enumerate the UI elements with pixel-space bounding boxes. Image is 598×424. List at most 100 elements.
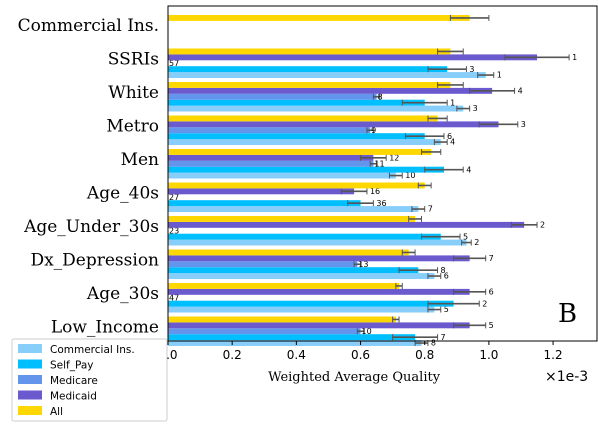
error-bar-medicaid-age-40s bbox=[340, 188, 368, 195]
category-label-age-40s: Age_40s bbox=[86, 183, 159, 203]
bar-commercial-ins-dx-depression bbox=[168, 273, 435, 279]
error-bar-medicare-white bbox=[372, 93, 381, 100]
bar-medicare-low-income bbox=[168, 328, 361, 335]
category-label-metro: Metro bbox=[106, 116, 159, 136]
legend-label-medicaid: Medicaid bbox=[50, 391, 97, 403]
error-bar-self-pay-dx-depression bbox=[398, 267, 439, 274]
error-bar-self-pay-ssris bbox=[427, 66, 467, 73]
legend: Commercial Ins. Self_Pay Medicare Medicaid A… bbox=[11, 338, 168, 422]
bar-self-pay-ssris bbox=[168, 66, 448, 73]
annotation-medicare-metro: 9 bbox=[371, 126, 376, 135]
legend-swatch-medicaid bbox=[18, 390, 42, 400]
bar-all-commercial-ins bbox=[168, 15, 470, 21]
annotation-medicaid-men: 12 bbox=[389, 154, 399, 163]
bar-all-low-income bbox=[168, 316, 396, 323]
error-bar-medicare-men bbox=[369, 160, 378, 167]
category-label-age-30s: Age_30s bbox=[86, 284, 159, 304]
category-label-dx-depression: Dx_Depression bbox=[30, 250, 159, 270]
error-bar-commercial-ins-metro bbox=[433, 139, 448, 146]
error-bar-medicaid-low-income bbox=[453, 322, 487, 329]
annotation-self-pay-low-income: 7 bbox=[441, 333, 446, 342]
legend-box bbox=[11, 338, 168, 422]
category-label-men: Men bbox=[121, 150, 159, 170]
bar-all-white bbox=[168, 82, 451, 88]
annotation-self-pay-age-30s: 2 bbox=[482, 299, 487, 308]
bar-medicare-metro bbox=[168, 127, 371, 134]
error-bar-medicare-dx-depression bbox=[353, 261, 362, 268]
annotation-medicare-white: 8 bbox=[378, 92, 383, 101]
annotation-medicaid-ssris: 1 bbox=[572, 53, 577, 62]
error-bar-all-dx-depression bbox=[401, 249, 416, 256]
bar-medicaid-age-30s bbox=[168, 288, 470, 295]
bar-all-ssris bbox=[168, 48, 451, 55]
category-label-age-under-30s: Age_Under_30s bbox=[23, 217, 159, 237]
bar-all-age-40s bbox=[168, 182, 425, 189]
error-bar-commercial-ins-age-under-30s bbox=[461, 239, 472, 246]
error-bar-medicaid-age-under-30s bbox=[510, 221, 538, 228]
annotation-medicaid-age-under-30s: 2 bbox=[540, 221, 545, 230]
bar-commercial-ins-white bbox=[168, 105, 464, 112]
bar-medicare-white bbox=[168, 93, 377, 100]
annotation-medicare-ssris: 57 bbox=[169, 59, 179, 68]
bar-self-pay-white bbox=[168, 99, 425, 106]
legend-swatch-all bbox=[18, 406, 42, 415]
annotation-medicare-age-under-30s: 23 bbox=[169, 226, 179, 235]
legend-label-self-pay: Self_Pay bbox=[50, 360, 94, 372]
error-bar-medicaid-ssris bbox=[504, 54, 570, 61]
category-label-ssris: SSRIs bbox=[108, 49, 159, 69]
bar-commercial-ins-age-30s bbox=[168, 306, 435, 313]
bar-all-metro bbox=[168, 115, 438, 122]
x-tick-label-0-4: 0.4 bbox=[287, 348, 306, 362]
plot-frame bbox=[167, 5, 598, 342]
bar-medicare-dx-depression bbox=[168, 261, 358, 268]
error-bar-commercial-ins-white bbox=[456, 105, 471, 112]
error-bar-self-pay-men bbox=[424, 166, 464, 173]
error-bar-all-men bbox=[421, 148, 442, 155]
annotation-self-pay-metro: 6 bbox=[447, 132, 452, 141]
annotation-self-pay-men: 4 bbox=[466, 165, 471, 174]
bar-commercial-ins-age-40s bbox=[168, 206, 419, 212]
bar-self-pay-low-income bbox=[168, 334, 416, 341]
error-bar-all-low-income bbox=[392, 316, 400, 323]
annotation-commercial-ins-age-30s: 5 bbox=[444, 305, 449, 314]
bar-commercial-ins-age-under-30s bbox=[168, 239, 467, 246]
legend-swatch-medicare bbox=[18, 375, 42, 384]
annotation-medicare-age-30s: 47 bbox=[169, 293, 179, 302]
error-bar-self-pay-age-30s bbox=[427, 300, 480, 307]
annotation-commercial-ins-men: 10 bbox=[405, 171, 415, 180]
legend-swatch-commercial-ins bbox=[18, 344, 42, 353]
bar-self-pay-age-30s bbox=[168, 300, 454, 307]
bars-layer: 1357131844693104111273627162523268137524… bbox=[168, 14, 577, 348]
annotation-medicaid-dx-depression: 7 bbox=[489, 254, 494, 263]
annotation-medicare-men: 11 bbox=[374, 159, 384, 168]
error-bar-medicaid-men bbox=[360, 154, 387, 161]
annotation-commercial-ins-age-under-30s: 2 bbox=[474, 238, 479, 247]
bar-all-age-30s bbox=[168, 283, 400, 289]
bar-self-pay-men bbox=[168, 166, 444, 173]
error-bar-self-pay-white bbox=[401, 99, 448, 106]
x-tick-label-1-2: 1.2 bbox=[544, 348, 563, 362]
bar-self-pay-age-under-30s bbox=[168, 233, 441, 240]
bar-medicaid-white bbox=[168, 87, 493, 94]
bar-medicare-men bbox=[168, 160, 374, 167]
error-bar-all-metro bbox=[427, 115, 448, 122]
annotation-medicaid-age-30s: 6 bbox=[489, 288, 494, 297]
bar-medicaid-metro bbox=[168, 121, 499, 128]
annotation-self-pay-ssris: 3 bbox=[469, 65, 474, 74]
x-axis-label: Weighted Average Quality bbox=[268, 370, 441, 385]
annotation-medicaid-metro: 3 bbox=[521, 120, 526, 129]
annotation-commercial-ins-ssris: 1 bbox=[497, 71, 502, 80]
bar-medicaid-age-under-30s bbox=[168, 221, 525, 228]
error-bar-all-ssris bbox=[437, 48, 464, 55]
bar-commercial-ins-men bbox=[168, 172, 396, 179]
bar-commercial-ins-metro bbox=[168, 139, 441, 145]
x-scale-label: ×1e-3 bbox=[545, 369, 588, 385]
bar-commercial-ins-ssris bbox=[168, 72, 486, 78]
legend-label-medicare: Medicare bbox=[50, 375, 98, 387]
annotation-self-pay-age-under-30s: 5 bbox=[463, 232, 468, 241]
bar-all-men bbox=[168, 149, 432, 155]
bar-medicaid-low-income bbox=[168, 322, 470, 329]
error-bar-medicare-metro bbox=[366, 127, 374, 134]
bar-medicaid-ssris bbox=[168, 54, 538, 61]
error-bar-commercial-ins-ssris bbox=[477, 72, 495, 79]
